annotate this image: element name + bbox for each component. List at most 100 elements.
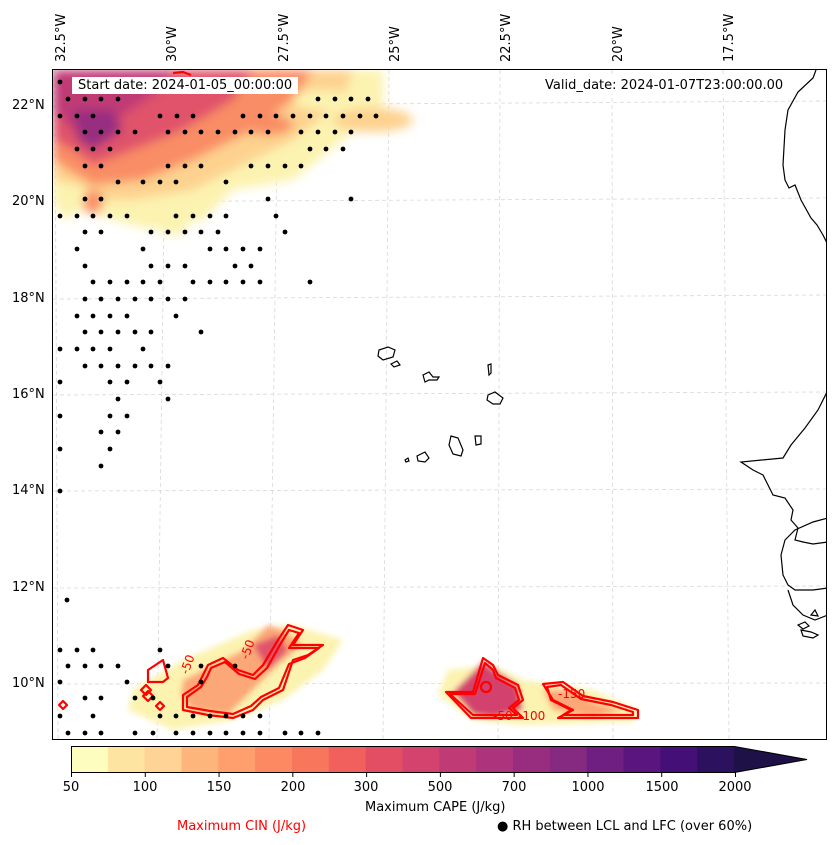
rh-dot [90, 346, 96, 352]
start-date-label: Start date: 2024-01-05_00:00:00 [72, 77, 299, 94]
rh-dot [157, 279, 163, 285]
colorbar-segment [292, 746, 330, 773]
rh-dot [257, 730, 263, 736]
coastlines [377, 70, 826, 639]
rh-dot [307, 279, 313, 285]
cin-contour [146, 658, 170, 684]
rh-dot [74, 313, 80, 319]
rh-dot [348, 96, 354, 102]
rh-dot [148, 263, 154, 269]
island-sao-vicente [389, 360, 401, 368]
colorbar-segment [328, 746, 367, 773]
rh-dot [332, 96, 338, 102]
rh-dot [82, 296, 88, 302]
rh-dot [98, 363, 104, 369]
map-panel[interactable]: -50 -50 -50 -100 -150 Start date: 2024-0… [52, 69, 827, 740]
valid-date-label: Valid_date: 2024-01-07T23:00:00.00 [539, 77, 790, 94]
cin-contour [545, 683, 635, 717]
colorbar-frame [71, 746, 808, 773]
colorbar-tick: 100 [132, 780, 158, 795]
rh-dot [57, 379, 63, 385]
rh-dot [150, 695, 156, 701]
colorbar-tick: 2000 [718, 780, 752, 795]
rh-dot [57, 79, 63, 85]
island-maio [474, 435, 482, 446]
colorbar-segment [365, 746, 404, 773]
rh-dot [124, 413, 130, 419]
rh-dot [165, 263, 171, 269]
rh-dot [365, 96, 371, 102]
rh-dot [290, 113, 296, 119]
rh-dot [257, 246, 263, 252]
rh-dot [265, 196, 271, 202]
gridline-lat [53, 488, 826, 492]
rh-dot [82, 363, 88, 369]
rh-dot [82, 329, 88, 335]
rh-dot [65, 663, 71, 669]
rh-dot [182, 263, 188, 269]
rh-dot [190, 213, 196, 219]
cin-contour-labels: -50 -50 -50 -100 -150 [178, 638, 586, 723]
rh-dot [90, 146, 96, 152]
colorbar-tick: 300 [353, 780, 379, 795]
rh-dot [98, 96, 104, 102]
rh-dot [315, 96, 321, 102]
colorbar-tick: 50 [62, 780, 80, 795]
rh-dot [98, 229, 104, 235]
rh-dot [298, 730, 304, 736]
rh-dot [140, 279, 146, 285]
rh-dot [57, 213, 63, 219]
coastline-bijagos [796, 608, 820, 639]
rh-dot [115, 179, 121, 185]
colorbar-tick: 150 [206, 780, 232, 795]
rh-dot [90, 313, 96, 319]
rh-dot [165, 396, 171, 402]
gridline-lon [497, 70, 501, 739]
rh-dot [298, 129, 304, 135]
rh-dot [182, 296, 188, 302]
rh-dot [57, 113, 63, 119]
lat-label-12n: 12°N [12, 580, 45, 595]
rh-dot [207, 713, 213, 719]
rh-dot [107, 446, 113, 452]
rh-dot [340, 146, 346, 152]
rh-dot [107, 213, 113, 219]
rh-dot [282, 730, 288, 736]
rh-dot [74, 113, 80, 119]
rh-dot [57, 679, 63, 685]
cin-contour [172, 70, 192, 77]
rh-dot [265, 129, 271, 135]
rh-dot [223, 713, 229, 719]
rh-dot [215, 129, 221, 135]
rh-dot [240, 113, 246, 119]
rh-dot [74, 213, 80, 219]
rh-dot [273, 113, 279, 119]
rh-dot [82, 730, 88, 736]
rh-dot [65, 96, 71, 102]
lat-label-18n: 18°N [12, 291, 45, 306]
rh-dot [74, 146, 80, 152]
rh-dot [98, 695, 104, 701]
lat-label-16n: 16°N [12, 387, 45, 402]
rh-dot [124, 379, 130, 385]
rh-dot [65, 730, 71, 736]
rh-dot [90, 279, 96, 285]
rh-dot [282, 229, 288, 235]
lon-label-25w: 25°W [388, 26, 403, 62]
rh-dot [82, 229, 88, 235]
rh-dot [115, 129, 121, 135]
rh-dot [207, 246, 213, 252]
rh-dot [57, 413, 63, 419]
rh-dot [98, 663, 104, 669]
colorbar-segment [697, 746, 735, 773]
rh-dot [124, 279, 130, 285]
rh-dot [157, 179, 163, 185]
lon-label-27-5w: 27.5°W [277, 13, 292, 62]
colorbar-segment [476, 746, 514, 773]
rh-dot [173, 313, 179, 319]
rh-dot [98, 296, 104, 302]
lat-label-20n: 20°N [12, 194, 45, 209]
gridline-lon [382, 70, 390, 739]
rh-dot [98, 329, 104, 335]
rh-dot [98, 730, 104, 736]
